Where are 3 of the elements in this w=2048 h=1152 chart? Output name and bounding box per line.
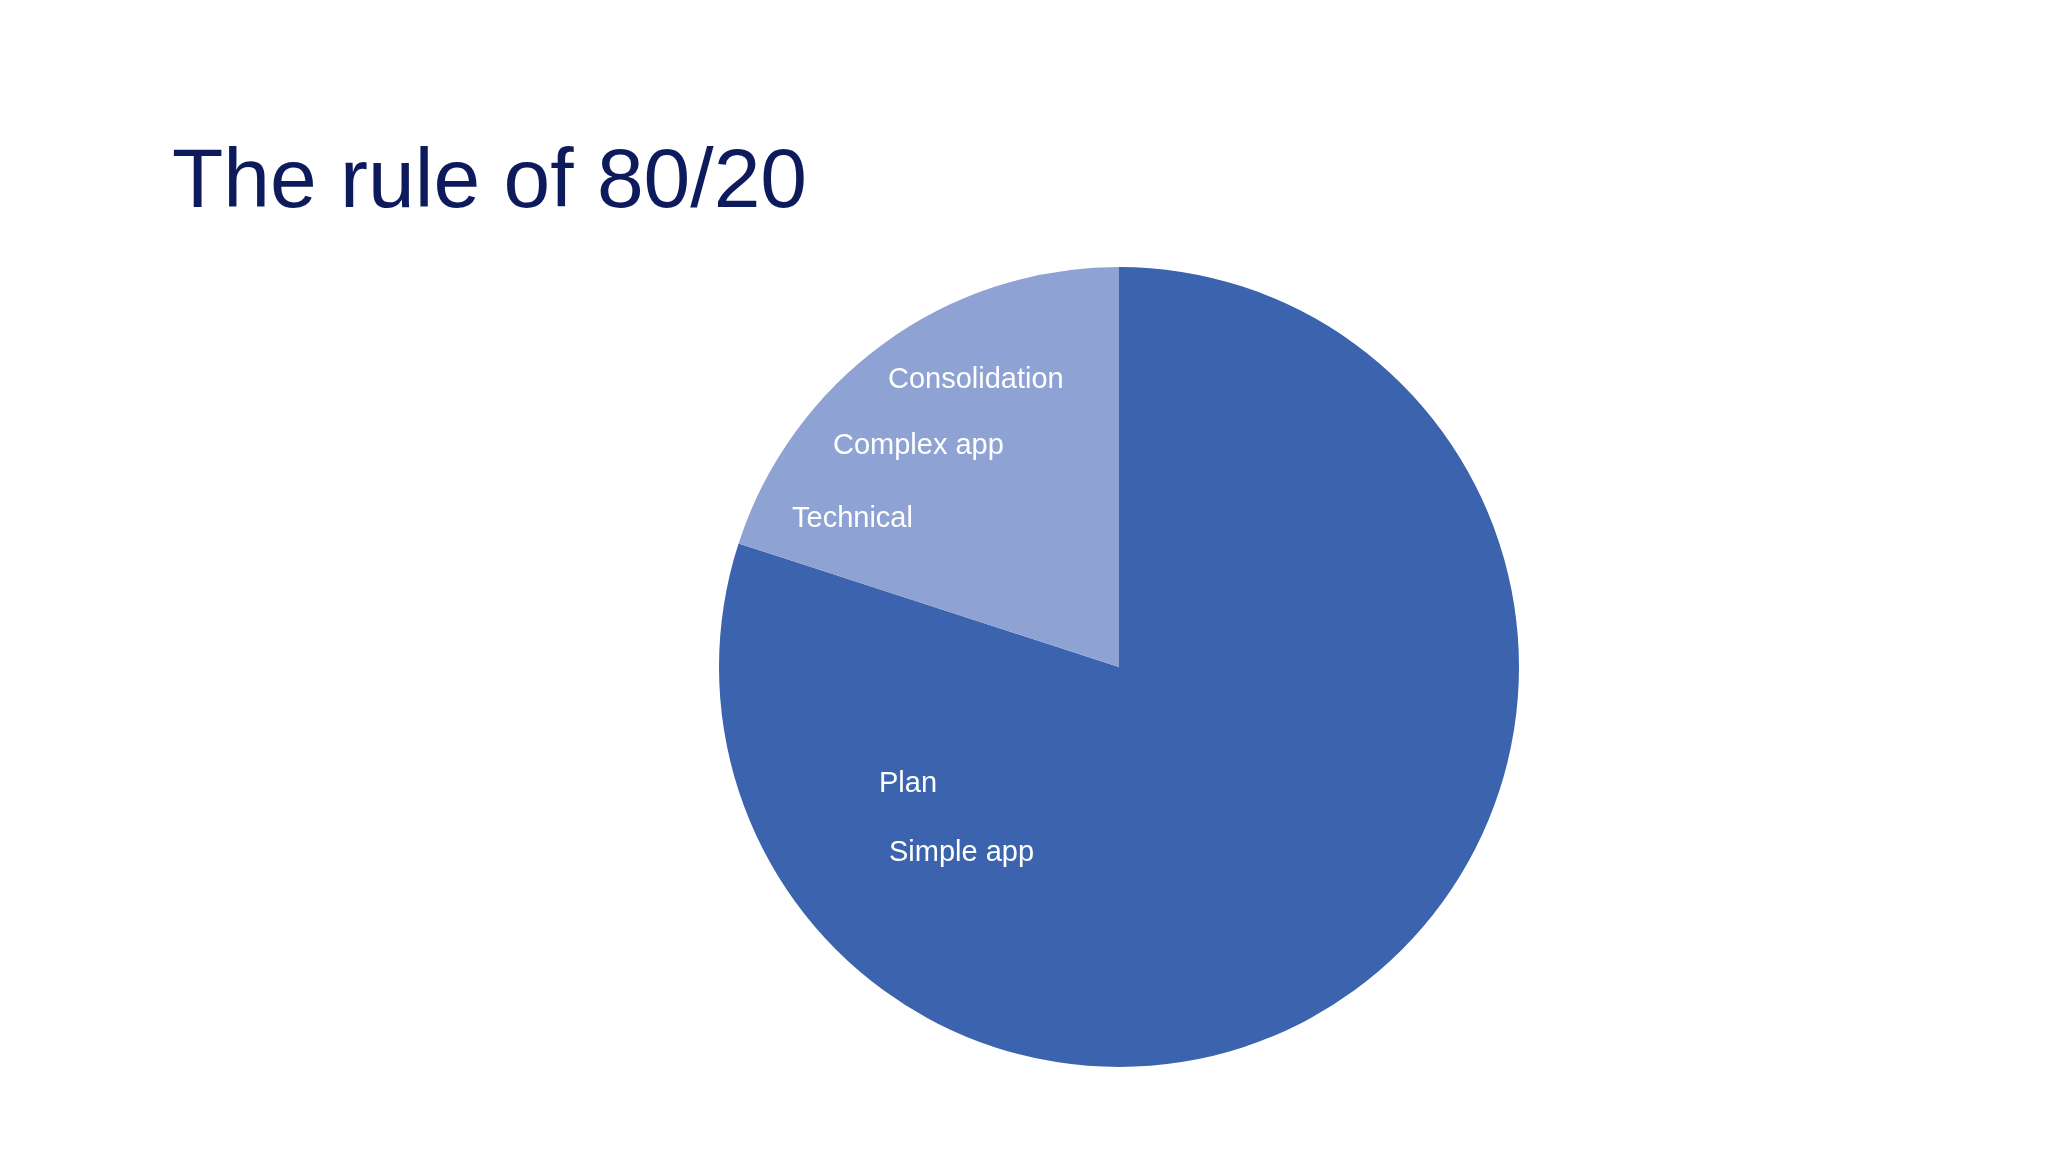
chart-title: The rule of 80/20 <box>172 130 808 227</box>
category-label: Consolidation Complex app Technical <box>792 362 1064 533</box>
category-label: Plan Simple app <box>879 766 1035 867</box>
